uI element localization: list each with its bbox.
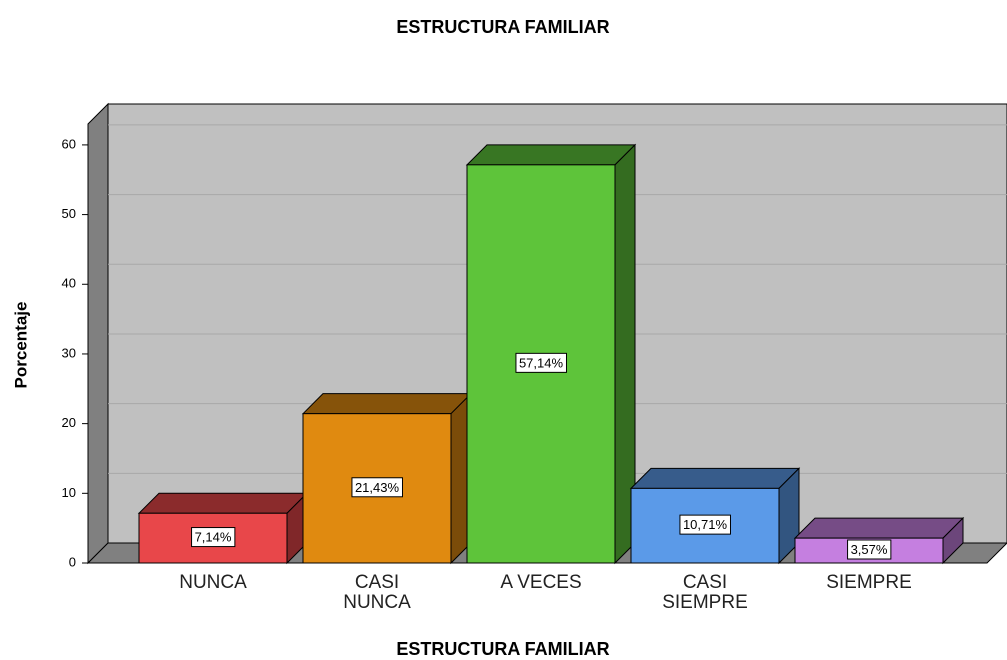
y-tick-label: 60 xyxy=(62,136,76,151)
bar-top xyxy=(465,144,637,166)
bar-top xyxy=(793,517,965,539)
value-label: 10,71% xyxy=(683,517,728,532)
value-label-box xyxy=(515,352,567,373)
value-label: 7,14% xyxy=(195,530,232,545)
y-axis-title: Porcentaje xyxy=(11,302,30,389)
value-label-box xyxy=(191,527,236,548)
bar-top xyxy=(629,467,801,489)
bar-top xyxy=(137,492,309,514)
y-tick-label: 30 xyxy=(62,345,76,360)
value-label-box xyxy=(351,477,403,498)
bar-top xyxy=(301,393,473,415)
y-tick-label: 20 xyxy=(62,415,76,430)
x-tick-label: NUNCA xyxy=(179,572,247,593)
chart-title: ESTRUCTURA FAMILIAR xyxy=(396,17,609,37)
x-tick-label: CASI NUNCA xyxy=(343,572,411,613)
x-tick-label: SIEMPRE xyxy=(826,572,912,593)
y-tick-label: 50 xyxy=(62,206,76,221)
value-label: 3,57% xyxy=(851,542,888,557)
x-tick-label: A VECES xyxy=(500,572,582,593)
x-axis-title: ESTRUCTURA FAMILIAR xyxy=(396,639,609,659)
y-tick-label: 10 xyxy=(62,485,76,500)
x-tick-label: CASI SIEMPRE xyxy=(662,572,748,613)
value-label-box xyxy=(847,539,892,560)
value-label: 21,43% xyxy=(355,480,400,495)
y-tick-label: 40 xyxy=(62,276,76,291)
value-label: 57,14% xyxy=(519,355,564,370)
value-label-box xyxy=(679,514,731,535)
y-tick-label: 0 xyxy=(69,554,76,569)
left-wall xyxy=(87,102,109,565)
